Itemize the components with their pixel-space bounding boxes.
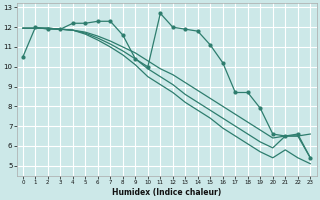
X-axis label: Humidex (Indice chaleur): Humidex (Indice chaleur) [112,188,221,197]
